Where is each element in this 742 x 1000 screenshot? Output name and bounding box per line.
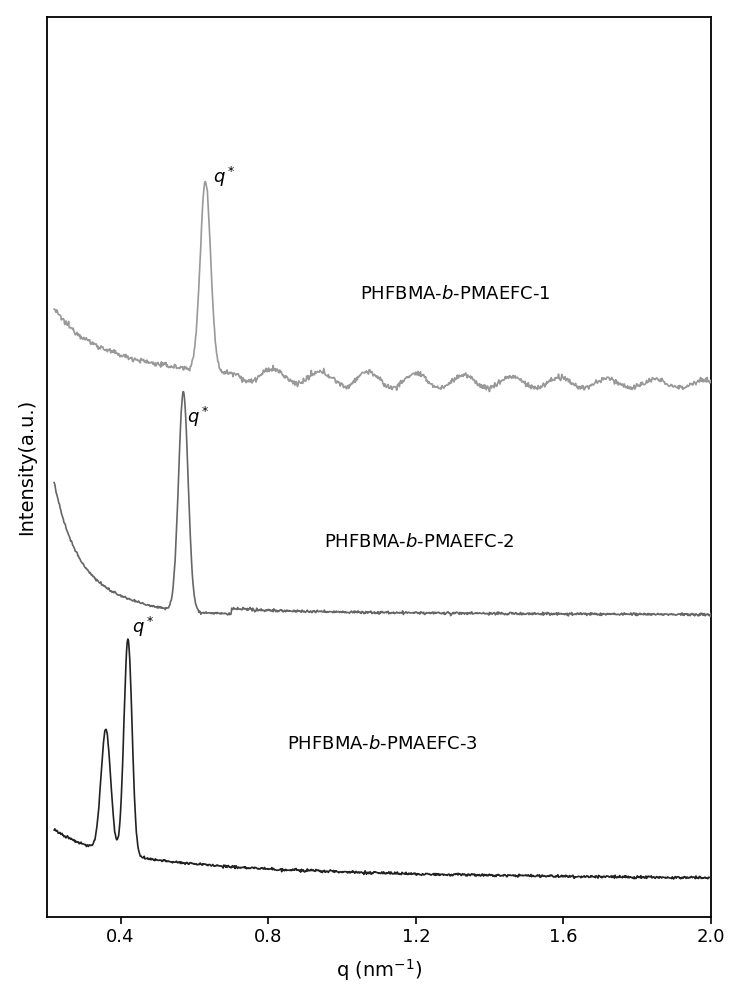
Text: PHFBMA-$b$-PMAEFC-3: PHFBMA-$b$-PMAEFC-3 bbox=[286, 735, 478, 753]
Text: $q^*$: $q^*$ bbox=[213, 165, 235, 189]
Y-axis label: Intensity(a.u.): Intensity(a.u.) bbox=[16, 398, 36, 535]
Text: $q^*$: $q^*$ bbox=[187, 405, 210, 429]
X-axis label: q (nm$^{-1}$): q (nm$^{-1}$) bbox=[335, 957, 422, 983]
Text: PHFBMA-$b$-PMAEFC-2: PHFBMA-$b$-PMAEFC-2 bbox=[324, 533, 514, 551]
Text: $q^*$: $q^*$ bbox=[131, 615, 154, 639]
Text: PHFBMA-$b$-PMAEFC-1: PHFBMA-$b$-PMAEFC-1 bbox=[361, 285, 551, 303]
